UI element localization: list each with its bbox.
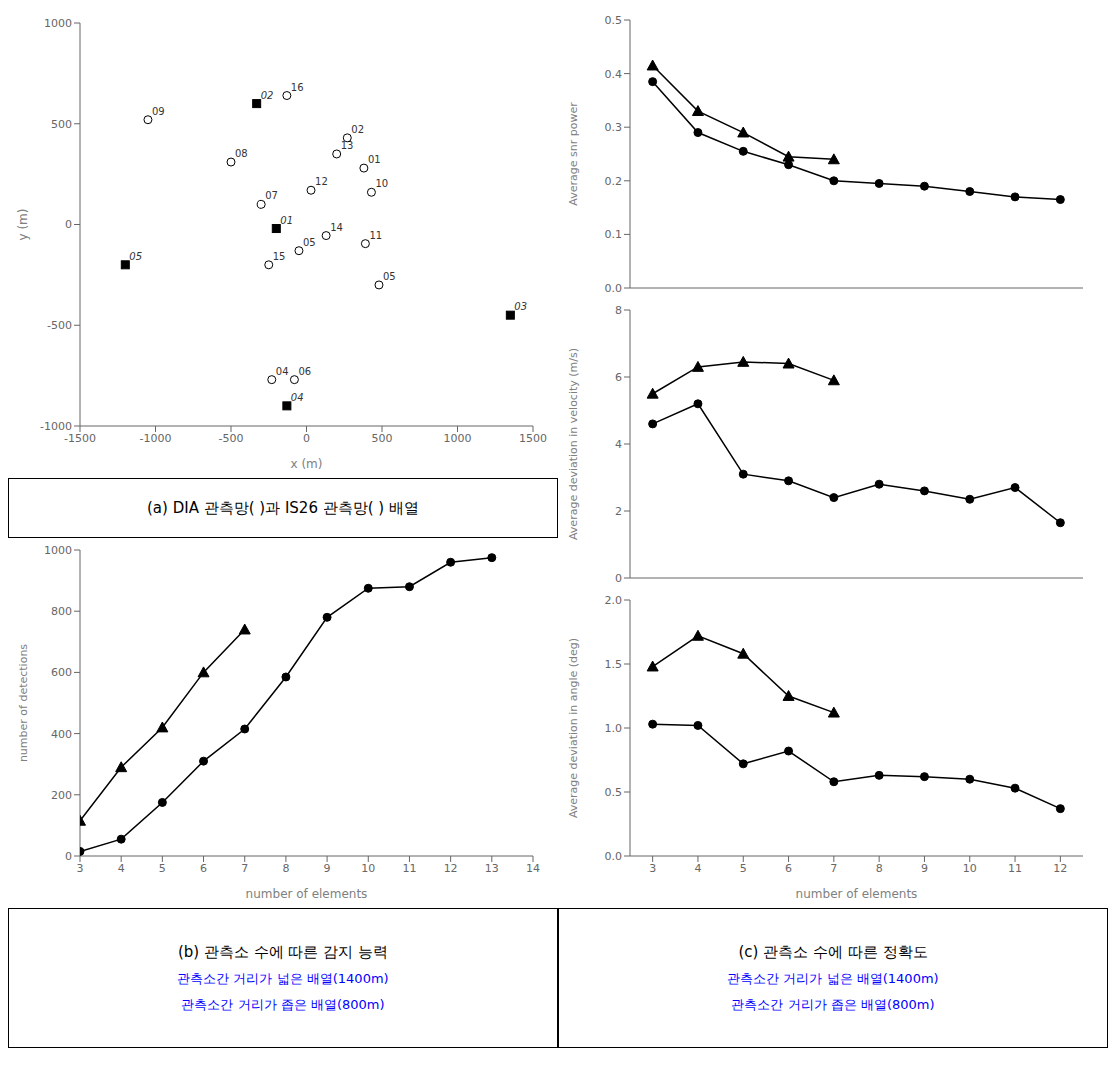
svg-text:15: 15: [273, 251, 286, 262]
svg-text:1.0: 1.0: [605, 722, 623, 735]
svg-text:0: 0: [65, 218, 72, 231]
svg-text:8: 8: [876, 862, 883, 875]
svg-text:7: 7: [241, 862, 248, 875]
svg-text:2.0: 2.0: [605, 594, 623, 607]
svg-text:1000: 1000: [444, 432, 472, 445]
svg-text:7: 7: [830, 862, 837, 875]
svg-text:05: 05: [129, 251, 142, 262]
html-text:(a) DIA 관측망( )과 IS26 관측망( ) 배열: (a) DIA 관측망( )과 IS26 관측망( ) 배열: [147, 498, 419, 517]
svg-text:number of elements: number of elements: [796, 887, 918, 901]
svg-text:03: 03: [514, 301, 527, 312]
svg-text:12: 12: [444, 862, 458, 875]
svg-text:11: 11: [369, 230, 382, 241]
svg-text:400: 400: [51, 728, 72, 741]
svg-text:number of detections: number of detections: [17, 644, 30, 762]
svg-text:-1500: -1500: [64, 432, 96, 445]
svg-text:600: 600: [51, 666, 72, 679]
svg-text:04: 04: [291, 392, 304, 403]
svg-text:01: 01: [368, 154, 381, 165]
svg-text:-500: -500: [47, 319, 72, 332]
html-text:관측소간 거리가 넓은 배열(1400m): 관측소간 거리가 넓은 배열(1400m): [177, 970, 389, 986]
svg-text:11: 11: [402, 862, 416, 875]
svg-text:-1000: -1000: [140, 432, 172, 445]
svg-text:0.3: 0.3: [605, 121, 623, 134]
svg-text:500: 500: [372, 432, 393, 445]
svg-text:x (m): x (m): [291, 457, 323, 471]
svg-text:12: 12: [1053, 862, 1067, 875]
svg-text:Average snr power: Average snr power: [567, 102, 580, 206]
svg-text:05: 05: [303, 237, 316, 248]
svg-text:0: 0: [303, 432, 310, 445]
svg-text:4: 4: [694, 862, 701, 875]
svg-text:800: 800: [51, 605, 72, 618]
svg-text:11: 11: [1008, 862, 1022, 875]
svg-text:01: 01: [280, 215, 293, 226]
svg-text:08: 08: [235, 148, 248, 159]
svg-text:0: 0: [65, 850, 72, 863]
svg-text:200: 200: [51, 789, 72, 802]
svg-text:Average deviation in velocity: Average deviation in velocity (m/s): [567, 348, 580, 540]
svg-text:9: 9: [921, 862, 928, 875]
html-text:관측소간 거리가 좁은 배열(800m): 관측소간 거리가 좁은 배열(800m): [731, 996, 935, 1012]
svg-text:0.4: 0.4: [605, 68, 623, 81]
svg-text:02: 02: [261, 90, 274, 101]
html-text:(b) 관측소 수에 따른 감지 능력: (b) 관측소 수에 따른 감지 능력: [178, 942, 388, 961]
svg-text:05: 05: [383, 271, 396, 282]
svg-text:4: 4: [118, 862, 125, 875]
svg-text:09: 09: [152, 106, 165, 117]
svg-text:y (m): y (m): [16, 209, 30, 241]
svg-text:0.0: 0.0: [605, 850, 623, 863]
svg-text:5: 5: [159, 862, 166, 875]
svg-text:0.2: 0.2: [605, 175, 623, 188]
html-text:관측소간 거리가 넓은 배열(1400m): 관측소간 거리가 넓은 배열(1400m): [727, 970, 939, 986]
svg-text:3: 3: [77, 862, 84, 875]
svg-text:14: 14: [330, 222, 343, 233]
svg-text:6: 6: [615, 371, 622, 384]
svg-text:0.5: 0.5: [605, 14, 623, 27]
svg-text:6: 6: [785, 862, 792, 875]
svg-text:0: 0: [615, 572, 622, 585]
svg-text:16: 16: [291, 82, 304, 93]
svg-text:0.1: 0.1: [605, 228, 623, 241]
svg-text:9: 9: [324, 862, 331, 875]
svg-text:8: 8: [615, 304, 622, 317]
svg-text:10: 10: [375, 178, 388, 189]
svg-text:1000: 1000: [44, 17, 72, 30]
svg-text:0.5: 0.5: [605, 786, 623, 799]
svg-text:8: 8: [282, 862, 289, 875]
svg-text:12: 12: [315, 176, 328, 187]
svg-text:14: 14: [526, 862, 540, 875]
svg-text:2: 2: [615, 505, 622, 518]
svg-text:-1000: -1000: [40, 420, 72, 433]
svg-text:number of elements: number of elements: [246, 887, 368, 901]
svg-text:1.5: 1.5: [605, 658, 623, 671]
svg-text:10: 10: [361, 862, 375, 875]
svg-text:10: 10: [963, 862, 977, 875]
svg-text:4: 4: [615, 438, 622, 451]
svg-text:02: 02: [351, 124, 364, 135]
svg-text:13: 13: [485, 862, 499, 875]
svg-text:04: 04: [276, 366, 289, 377]
svg-text:1000: 1000: [44, 544, 72, 557]
html-text:관측소간 거리가 좁은 배열(800m): 관측소간 거리가 좁은 배열(800m): [181, 996, 385, 1012]
svg-text:13: 13: [340, 140, 354, 151]
svg-text:-500: -500: [219, 432, 244, 445]
svg-text:6: 6: [200, 862, 207, 875]
svg-text:1500: 1500: [519, 432, 547, 445]
svg-text:5: 5: [740, 862, 747, 875]
svg-text:07: 07: [265, 190, 278, 201]
svg-text:3: 3: [649, 862, 656, 875]
svg-text:06: 06: [298, 366, 311, 377]
svg-text:Average deviation in angle (de: Average deviation in angle (deg): [567, 638, 580, 818]
svg-text:500: 500: [51, 118, 72, 131]
svg-text:0.0: 0.0: [605, 282, 623, 295]
html-text:(c) 관측소 수에 따른 정확도: (c) 관측소 수에 따른 정확도: [738, 942, 928, 961]
